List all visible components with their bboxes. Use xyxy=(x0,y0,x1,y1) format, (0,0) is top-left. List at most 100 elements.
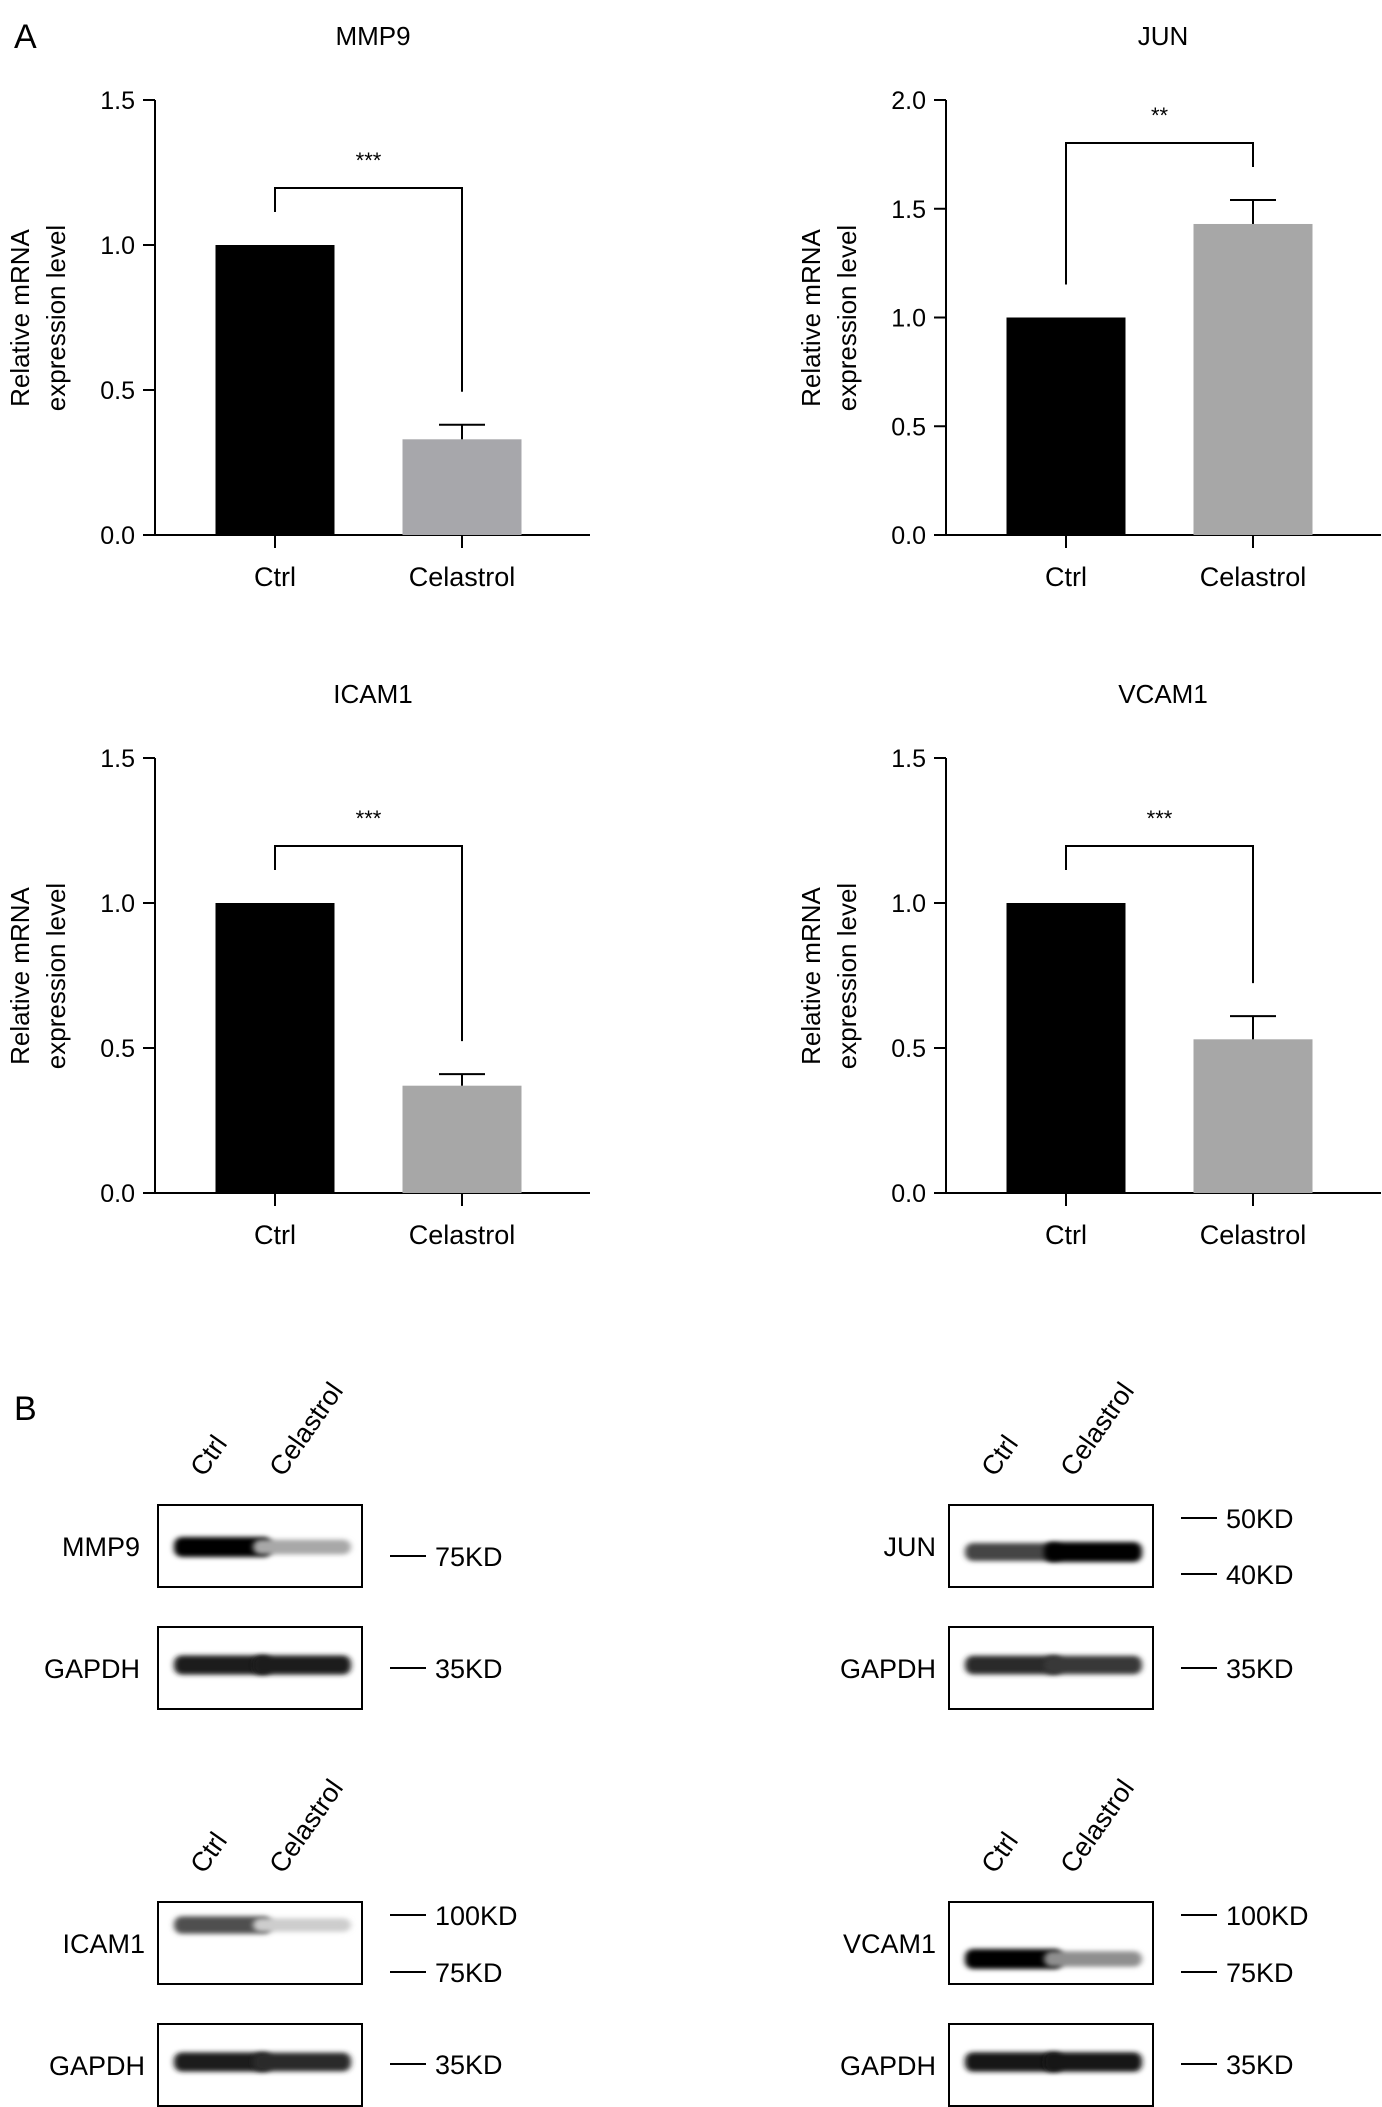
y-axis-label: Relative mRNA xyxy=(5,886,35,1064)
y-tick-label: 1.5 xyxy=(100,745,135,773)
x-tick-label: Celastrol xyxy=(1200,562,1307,592)
target-label: MMP9 xyxy=(62,1532,140,1562)
significance-label: *** xyxy=(356,806,382,831)
band xyxy=(174,2052,272,2072)
bar-ctrl xyxy=(1006,903,1126,1193)
chart-mmp9: MMP9 0.0 0.5 1.0 1.5 Relative mRNA expression … xyxy=(5,21,590,592)
significance-label: *** xyxy=(356,148,382,173)
band xyxy=(1044,1951,1142,1967)
x-tick-label: Celastrol xyxy=(1200,1220,1307,1250)
lane-label: Celastrol xyxy=(263,1774,349,1878)
bar-celastrol xyxy=(402,439,522,535)
western-blots: Ctrl Celastrol MMP9 75KD GAPDH 35KD Ctrl Celast… xyxy=(44,1377,1309,2107)
chart-vcam1: VCAM1 0.0 0.5 1.0 1.5 Relative mRNA expression… xyxy=(796,679,1381,1250)
x-tick-label: Ctrl xyxy=(1045,562,1087,592)
y-tick-label: 1.0 xyxy=(891,890,926,918)
y-axis-label: expression level xyxy=(41,225,71,411)
y-axis-label: Relative mRNA xyxy=(796,228,826,406)
blot-mmp9: Ctrl Celastrol MMP9 75KD GAPDH 35KD xyxy=(44,1377,503,1710)
marker-label: 35KD xyxy=(1226,1654,1294,1684)
y-axis-label: expression level xyxy=(41,883,71,1069)
target-label: JUN xyxy=(884,1532,937,1562)
loading-label: GAPDH xyxy=(840,2051,936,2081)
band xyxy=(174,1537,272,1557)
blot-vcam1: Ctrl Celastrol VCAM1 100KD 75KD GAPDH 35KD xyxy=(840,1774,1309,2107)
significance-bracket xyxy=(1065,845,1254,984)
y-axis-label: Relative mRNA xyxy=(5,228,35,406)
panel-letter-a: A xyxy=(14,18,37,56)
target-label: VCAM1 xyxy=(843,1929,936,1959)
band xyxy=(1044,1542,1142,1562)
band xyxy=(174,1916,272,1934)
y-tick-label: 1.0 xyxy=(891,305,926,333)
x-tick-label: Ctrl xyxy=(1045,1220,1087,1250)
bar-ctrl xyxy=(215,903,335,1193)
significance-bracket xyxy=(274,845,463,1042)
significance-label: ** xyxy=(1151,103,1169,128)
x-tick-label: Ctrl xyxy=(254,562,296,592)
band xyxy=(174,1655,272,1675)
target-blot-frame xyxy=(948,1901,1154,1985)
significance-label: *** xyxy=(1147,806,1173,831)
loading-label: GAPDH xyxy=(44,1654,140,1684)
y-tick-label: 0.0 xyxy=(100,522,135,550)
band xyxy=(1044,2052,1142,2072)
y-tick-label: 1.5 xyxy=(100,87,135,115)
marker-label: 75KD xyxy=(1226,1958,1294,1988)
marker-label: 40KD xyxy=(1226,1560,1294,1590)
band xyxy=(965,2052,1063,2072)
chart-title: JUN xyxy=(1138,21,1189,51)
y-tick-label: 0.5 xyxy=(100,377,135,405)
bar-ctrl xyxy=(215,245,335,535)
lane-label: Celastrol xyxy=(263,1377,349,1481)
lane-label: Ctrl xyxy=(184,1827,233,1879)
x-tick-label: Celastrol xyxy=(409,1220,516,1250)
chart-title: MMP9 xyxy=(335,21,410,51)
marker-label: 75KD xyxy=(435,1958,503,1988)
target-blot-frame xyxy=(157,1901,363,1985)
band xyxy=(965,1949,1063,1969)
chart-icam1: ICAM1 0.0 0.5 1.0 1.5 Relative mRNA expression… xyxy=(5,679,590,1250)
y-tick-label: 0.5 xyxy=(100,1035,135,1063)
lane-label: Ctrl xyxy=(184,1430,233,1482)
y-tick-label: 1.5 xyxy=(891,196,926,224)
lane-label: Celastrol xyxy=(1054,1377,1140,1481)
chart-title: VCAM1 xyxy=(1118,679,1208,709)
marker-label: 35KD xyxy=(435,1654,503,1684)
x-tick-label: Ctrl xyxy=(254,1220,296,1250)
band xyxy=(253,1918,351,1932)
band xyxy=(965,1655,1063,1675)
marker-label: 35KD xyxy=(435,2050,503,2080)
loading-label: GAPDH xyxy=(840,1654,936,1684)
marker-label: 100KD xyxy=(435,1901,518,1931)
y-tick-label: 0.0 xyxy=(891,522,926,550)
marker-label: 35KD xyxy=(1226,2050,1294,2080)
bar-celastrol xyxy=(1193,1039,1313,1193)
chart-title: ICAM1 xyxy=(333,679,412,709)
x-tick-label: Celastrol xyxy=(409,562,516,592)
band xyxy=(965,1543,1063,1561)
significance-bracket xyxy=(1065,142,1254,285)
y-tick-label: 2.0 xyxy=(891,87,926,115)
marker-label: 100KD xyxy=(1226,1901,1309,1931)
target-label: ICAM1 xyxy=(62,1929,145,1959)
blot-jun: Ctrl Celastrol JUN 50KD 40KD GAPDH 35KD xyxy=(840,1377,1294,1710)
y-tick-label: 1.5 xyxy=(891,745,926,773)
y-tick-label: 0.0 xyxy=(891,1180,926,1208)
y-axis-label: Relative mRNA xyxy=(796,886,826,1064)
loading-label: GAPDH xyxy=(49,2051,145,2081)
y-tick-label: 1.0 xyxy=(100,232,135,260)
blot-icam1: Ctrl Celastrol ICAM1 100KD 75KD GAPDH 35KD xyxy=(49,1774,518,2107)
y-tick-label: 0.5 xyxy=(891,413,926,441)
bar-celastrol xyxy=(402,1085,522,1193)
bar-celastrol xyxy=(1193,223,1313,535)
band xyxy=(253,1539,351,1555)
y-axis-label: expression level xyxy=(832,225,862,411)
y-tick-label: 1.0 xyxy=(100,890,135,918)
band xyxy=(1044,1655,1142,1675)
bar-ctrl xyxy=(1006,317,1126,535)
panel-letter-b: B xyxy=(14,1390,37,1428)
chart-jun: JUN 0.0 0.5 1.0 1.5 2.0 Relative mRNA expressio… xyxy=(796,21,1381,592)
